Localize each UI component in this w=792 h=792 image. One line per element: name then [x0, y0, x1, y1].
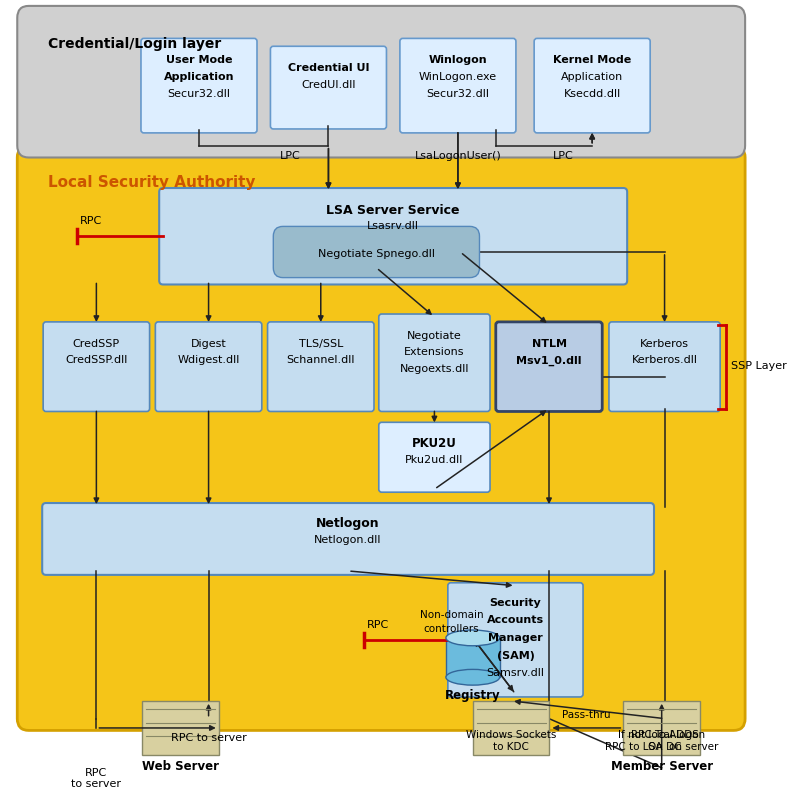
- FancyBboxPatch shape: [534, 38, 650, 133]
- Text: User Mode: User Mode: [166, 55, 232, 65]
- Text: Secur32.dll: Secur32.dll: [167, 89, 230, 98]
- FancyBboxPatch shape: [400, 38, 516, 133]
- Text: Accounts: Accounts: [487, 615, 544, 625]
- FancyBboxPatch shape: [268, 322, 374, 412]
- Text: NTLM: NTLM: [531, 339, 566, 348]
- Text: Negotiate: Negotiate: [407, 331, 462, 341]
- FancyBboxPatch shape: [379, 422, 490, 492]
- Text: PKU2U: PKU2U: [412, 437, 457, 450]
- Text: LPC: LPC: [553, 150, 573, 161]
- Text: Pku2ud.dll: Pku2ud.dll: [406, 455, 463, 465]
- Text: Negotiate Spnego.dll: Negotiate Spnego.dll: [318, 249, 435, 259]
- FancyBboxPatch shape: [379, 314, 490, 412]
- Text: (SAM): (SAM): [497, 651, 535, 661]
- Text: Security: Security: [489, 597, 541, 607]
- Text: Credential UI: Credential UI: [287, 63, 369, 73]
- Text: SSP Layer: SSP Layer: [731, 361, 786, 371]
- Text: Netlogon: Netlogon: [316, 517, 380, 530]
- Text: Wdigest.dll: Wdigest.dll: [177, 356, 240, 365]
- Text: Digest: Digest: [191, 339, 227, 348]
- Text: Non-domain: Non-domain: [420, 610, 483, 620]
- Text: Kernel Mode: Kernel Mode: [553, 55, 631, 65]
- FancyBboxPatch shape: [496, 322, 602, 412]
- FancyBboxPatch shape: [17, 146, 745, 730]
- Text: LPC: LPC: [280, 150, 300, 161]
- FancyBboxPatch shape: [273, 227, 479, 278]
- Text: RPC
to server: RPC to server: [71, 767, 121, 790]
- Text: Local Security Authority: Local Security Authority: [48, 175, 256, 190]
- Text: Extensions: Extensions: [404, 348, 465, 357]
- Text: RPC: RPC: [79, 216, 102, 227]
- Text: Samsrv.dll: Samsrv.dll: [486, 668, 544, 679]
- Polygon shape: [473, 701, 550, 755]
- Text: Manager: Manager: [488, 633, 543, 643]
- Text: LsaLogonUser(): LsaLogonUser(): [414, 150, 501, 161]
- Text: Member Server: Member Server: [611, 760, 713, 773]
- Text: Registry: Registry: [445, 689, 501, 702]
- Text: controllers: controllers: [424, 624, 479, 634]
- Text: RPC: RPC: [367, 620, 390, 630]
- Text: CredSSP: CredSSP: [73, 339, 120, 348]
- Text: Netlogon.dll: Netlogon.dll: [314, 535, 382, 545]
- FancyBboxPatch shape: [159, 188, 627, 284]
- Text: Web Server: Web Server: [142, 760, 219, 773]
- Text: Secur32.dll: Secur32.dll: [426, 89, 489, 98]
- Text: RPC To ADDS
On DC: RPC To ADDS On DC: [630, 730, 699, 752]
- FancyBboxPatch shape: [155, 322, 262, 412]
- Text: Msv1_0.dll: Msv1_0.dll: [516, 356, 582, 366]
- Text: Schannel.dll: Schannel.dll: [287, 356, 355, 365]
- Text: Lsasrv.dll: Lsasrv.dll: [367, 222, 419, 231]
- Text: If not local logon
RPC to LSA  on server: If not local logon RPC to LSA on server: [605, 730, 718, 752]
- Text: Credential/Login layer: Credential/Login layer: [48, 37, 221, 51]
- FancyBboxPatch shape: [42, 503, 654, 575]
- Polygon shape: [142, 701, 219, 755]
- Text: Application: Application: [164, 72, 234, 82]
- Text: RPC to server: RPC to server: [171, 733, 246, 744]
- Text: Negoexts.dll: Negoexts.dll: [400, 364, 469, 375]
- Text: Kerberos.dll: Kerberos.dll: [631, 356, 698, 365]
- Text: Kerberos: Kerberos: [640, 339, 689, 348]
- Text: LSA Server Service: LSA Server Service: [326, 204, 460, 217]
- FancyBboxPatch shape: [447, 583, 583, 697]
- FancyBboxPatch shape: [609, 322, 720, 412]
- Text: Windows Sockets
to KDC: Windows Sockets to KDC: [466, 730, 556, 752]
- Text: TLS/SSL: TLS/SSL: [299, 339, 343, 348]
- Text: CredUI.dll: CredUI.dll: [301, 80, 356, 89]
- FancyBboxPatch shape: [43, 322, 150, 412]
- Ellipse shape: [446, 630, 500, 645]
- FancyBboxPatch shape: [17, 6, 745, 158]
- Polygon shape: [623, 701, 700, 755]
- FancyBboxPatch shape: [270, 46, 386, 129]
- Text: WinLogon.exe: WinLogon.exe: [419, 72, 497, 82]
- Bar: [446, 638, 500, 677]
- Text: CredSSP.dll: CredSSP.dll: [65, 356, 128, 365]
- FancyBboxPatch shape: [141, 38, 257, 133]
- Text: Application: Application: [561, 72, 623, 82]
- Ellipse shape: [446, 669, 500, 685]
- Text: Ksecdd.dll: Ksecdd.dll: [564, 89, 621, 98]
- Text: Winlogon: Winlogon: [428, 55, 487, 65]
- Text: Pass-thru: Pass-thru: [562, 710, 611, 720]
